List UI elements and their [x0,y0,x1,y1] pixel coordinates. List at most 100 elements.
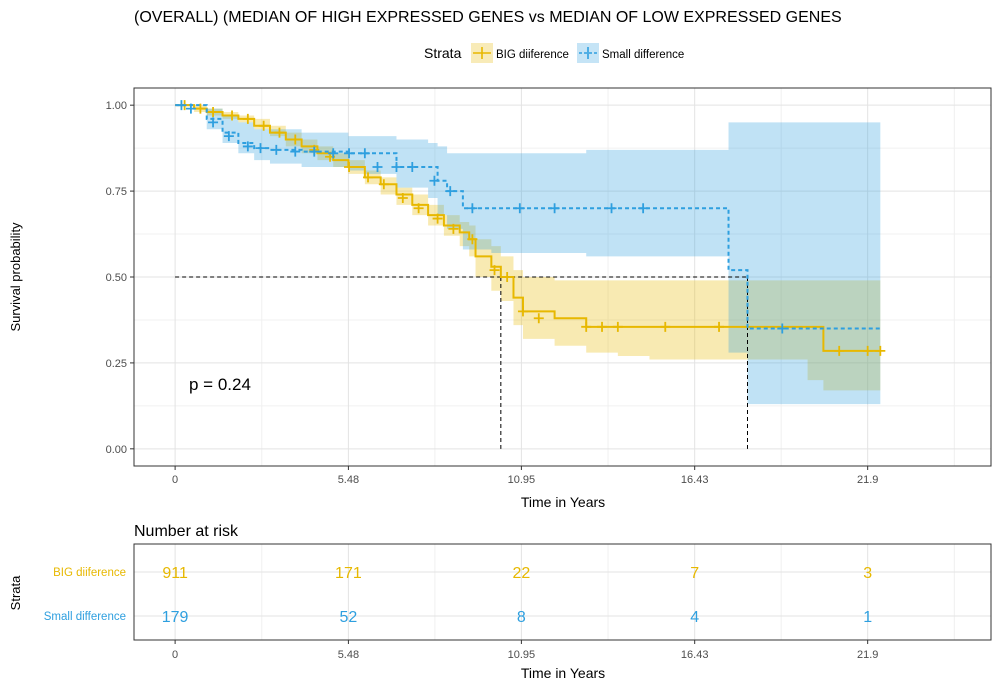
censor-mark [407,162,418,173]
x-tick-label: 21.9 [857,474,878,486]
y-tick-label: 0.50 [106,272,127,284]
legend-title: Strata [424,45,462,61]
censor-mark [397,192,408,203]
censor-mark [223,131,234,142]
confidence-bands [175,105,881,405]
censor-mark [429,175,440,186]
censor-mark [290,146,301,157]
risk-table-x-label: Time in Years [521,665,605,681]
censor-marks [176,100,886,356]
censor-mark [514,203,525,214]
risk-row-label-big-diiference: BIG diiference [53,567,126,579]
survival-plot: 0 5.48 10.95 16.43 21.9 0.00 0.25 0.50 0.75 1.00… [8,87,992,510]
risk-x-tick-label: 0 [172,649,178,661]
censor-mark [290,134,301,145]
risk-cell: 1 [863,609,872,626]
risk-table-title: Number at risk [134,523,239,540]
censor-mark [467,203,478,214]
censor-mark [309,146,320,157]
pvalue-annotation: p = 0.24 [189,375,251,394]
censor-mark [862,345,873,356]
censor-mark [255,143,266,154]
censor-mark [258,120,269,131]
confidence-band-small-difference [175,105,881,405]
censor-mark [489,265,500,276]
censor-mark [467,234,478,245]
risk-cell: 22 [512,565,530,582]
censor-mark [195,103,206,114]
censor-mark [612,321,623,332]
censor-mark [208,107,219,118]
censor-mark [533,313,544,324]
y-tick-label: 0.75 [106,186,127,198]
y-tick-label: 0.00 [106,444,127,456]
censor-mark [777,323,788,334]
legend-label-small-difference: Small difference [602,49,684,61]
x-tick-label: 0 [172,474,178,486]
censor-mark [185,103,196,114]
y-axis-label: Survival probability [8,222,23,332]
risk-x-tick-label: 21.9 [857,649,878,661]
risk-table-x-axis: 0 5.48 10.95 16.43 21.9 [172,640,878,661]
risk-cell: 3 [863,565,872,582]
censor-mark [875,345,886,356]
censor-mark [363,172,374,183]
censor-mark [432,213,443,224]
censor-mark [359,148,370,159]
censor-mark [517,306,528,317]
risk-table-y-label: Strata [8,575,23,610]
censor-mark [549,203,560,214]
censor-mark [176,100,187,111]
y-tick-label: 1.00 [106,100,127,112]
censor-mark [227,110,238,121]
risk-table-cells: 911 171 22 7 3 179 52 8 4 1 [162,565,872,626]
censor-mark [344,162,355,173]
risk-cell: 52 [340,609,358,626]
legend: Strata BIG diiference Small difference [424,43,684,63]
risk-table: Number at risk 911 171 22 7 3 179 52 8 4 1 BIG di… [8,523,992,681]
grid [134,88,991,466]
risk-table-row-labels: BIG diiference Small difference [44,567,126,623]
censor-mark [581,321,592,332]
censor-mark [660,321,671,332]
censor-mark [372,162,383,173]
chart-title: (OVERALL) (MEDIAN OF HIGH EXPRESSED GENE… [134,9,842,26]
survival-curve-small-difference [175,104,881,330]
risk-cell: 7 [690,565,699,582]
risk-table-grid [134,544,991,640]
censor-mark [445,186,456,197]
censor-mark [597,321,608,332]
censor-mark [271,144,282,155]
y-axis: 0.00 0.25 0.50 0.75 1.00 [106,100,134,456]
risk-cell: 4 [690,609,699,626]
confidence-band-big-diiference [175,105,881,391]
censor-mark [502,272,513,282]
censor-mark [378,179,389,190]
risk-cell: 179 [162,609,189,626]
risk-x-tick-label: 5.48 [338,649,359,661]
x-tick-label: 5.48 [338,474,359,486]
x-tick-label: 16.43 [681,474,709,486]
censor-mark [208,117,219,128]
censor-mark [448,223,459,234]
censor-mark [344,148,355,159]
risk-cell: 171 [335,565,362,582]
risk-x-tick-label: 10.95 [508,649,536,661]
risk-table-border [133,543,992,641]
x-axis-label: Time in Years [521,494,605,510]
censor-mark [328,148,339,159]
censor-mark [242,113,253,124]
censor-marks-small-difference [176,100,788,334]
censor-mark [391,162,402,173]
risk-row-label-small-difference: Small difference [44,611,126,623]
censor-marks-big-diiference [179,100,886,356]
y-tick-label: 0.25 [106,358,127,370]
risk-cell: 8 [517,609,526,626]
x-tick-label: 10.95 [508,474,536,486]
x-axis: 0 5.48 10.95 16.43 21.9 [172,466,878,486]
censor-mark [606,203,617,214]
censor-mark [834,345,845,356]
censor-mark [714,321,725,332]
censor-mark [638,203,649,214]
risk-x-tick-label: 16.43 [681,649,709,661]
